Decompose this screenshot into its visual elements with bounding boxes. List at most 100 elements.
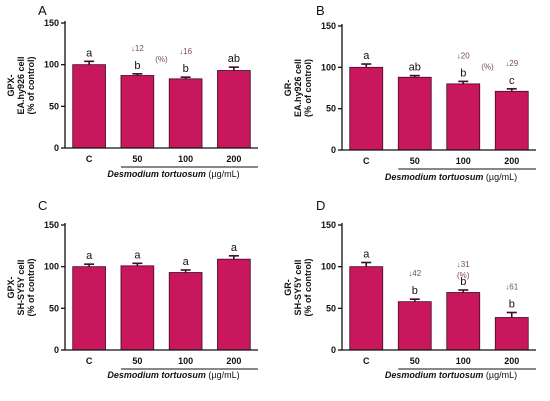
panel-c-xtick-label-2: 100 <box>178 356 193 366</box>
panel-d-xtick-label-1: 50 <box>410 356 420 366</box>
panel-a-sig-letter-3: ab <box>228 53 240 65</box>
panel-a-ytick-label-3: 150 <box>44 18 59 28</box>
panel-c-sig-letter-2: a <box>183 256 190 268</box>
panel-d-ytick-label-3: 150 <box>321 220 336 230</box>
panel-b-ytick-label-3: 150 <box>321 21 336 31</box>
panel-b-xtick-label-0: C <box>363 156 370 166</box>
panel-d-percent-label: (%) <box>457 271 470 280</box>
panel-b-percent-label: (%) <box>481 62 494 71</box>
panel-b-sig-letter-1: ab <box>409 62 421 74</box>
panel-b-bar-0 <box>349 66 384 151</box>
panel-d-ytick-label-2: 100 <box>321 262 336 272</box>
panel-c-sig-letter-0: a <box>86 250 93 262</box>
panel-a-sig-letter-0: a <box>86 47 93 59</box>
panel-d-ytick-label-1: 50 <box>326 303 336 313</box>
panel-b-ylabel-line-0: GR- <box>283 80 293 97</box>
panel-d-sig-letter-0: a <box>363 249 370 261</box>
panel-d-bar-1 <box>397 301 432 351</box>
panel-a-xtick-label-2: 100 <box>178 154 193 164</box>
panel-b-ytick-label-0: 0 <box>331 145 336 155</box>
panel-a-xtick-label-1: 50 <box>132 154 142 164</box>
panel-a-ylabel-line-0: GPX- <box>6 74 16 96</box>
panel-b-reduction-2: ↓20 <box>457 51 470 60</box>
panel-b-sig-letter-2: b <box>460 67 466 79</box>
panel-d-ytick-label-0: 0 <box>331 345 336 355</box>
panel-a-xlabel: Desmodium tortuosum (µg/mL) <box>107 169 239 179</box>
panel-b-xtick-label-1: 50 <box>410 156 420 166</box>
panel-c-ytick-label-0: 0 <box>54 345 59 355</box>
panel-c-ytick-label-2: 100 <box>44 262 59 272</box>
panel-c-ytick-label-3: 150 <box>44 220 59 230</box>
panel-c-sig-letter-1: a <box>134 249 141 261</box>
panel-a-reduction-1: ↓12 <box>131 44 144 53</box>
panel-b-xlabel-species: Desmodium tortuosum <box>385 172 486 182</box>
panel-a-sig-letter-2: b <box>183 63 189 75</box>
panel-a-bar-1 <box>120 75 155 149</box>
panel-d-ylabel-line-0: GR- <box>283 279 293 296</box>
panel-a-xlabel-species: Desmodium tortuosum <box>107 169 208 179</box>
panel-b-sig-letter-3: c <box>509 75 515 87</box>
panel-d-xtick-label-3: 200 <box>504 356 519 366</box>
panel-c-xlabel: Desmodium tortuosum (µg/mL) <box>107 370 239 380</box>
panel-d-sig-letter-2: b <box>460 276 466 288</box>
panel-c-xtick-label-1: 50 <box>132 356 142 366</box>
panel-a-bar-3 <box>217 70 251 149</box>
panel-a-percent-label: (%) <box>155 55 168 64</box>
panel-b-sig-letter-0: a <box>363 50 370 62</box>
panel-a-reduction-2: ↓16 <box>179 47 192 56</box>
panel-d-bar-3 <box>494 317 529 351</box>
panel-a-xtick-label-0: C <box>86 154 93 164</box>
panel-a-bar-2 <box>168 78 203 149</box>
panel-c-sig-letter-3: a <box>231 242 238 254</box>
panel-c-xlabel-species: Desmodium tortuosum <box>107 370 208 380</box>
panel-a-ytick-label-0: 0 <box>54 143 59 153</box>
panel-a-xlabel-unit: (µg/mL) <box>208 169 239 179</box>
panel-d-xtick-label-0: C <box>363 356 370 366</box>
panel-d-xtick-label-2: 100 <box>456 356 471 366</box>
panel-a-sig-letter-1: b <box>134 60 140 72</box>
panel-b-ytick-label-1: 50 <box>326 104 336 114</box>
panel-a-xtick-label-3: 200 <box>226 154 241 164</box>
panel-c-ylabel-line-2: (% of control) <box>26 259 36 317</box>
panel-d-xlabel-species: Desmodium tortuosum <box>385 370 486 380</box>
panel-d-xlabel: Desmodium tortuosum (µg/mL) <box>385 370 517 380</box>
panel-c-bar-0 <box>72 266 106 351</box>
panel-d-sig-letter-1: b <box>412 285 418 297</box>
panel-c-xtick-label-3: 200 <box>226 356 241 366</box>
panel-d-bar-2 <box>446 292 481 351</box>
panel-c-xtick-label-0: C <box>86 356 93 366</box>
panel-d-sig-letter-3: b <box>509 299 515 311</box>
panel-a-ytick-label-2: 100 <box>44 60 59 70</box>
panel-d-bar-0 <box>349 266 384 351</box>
panel-c-letter: C <box>38 198 47 213</box>
panel-a-ytick-label-1: 50 <box>49 101 59 111</box>
panel-c-bar-2 <box>168 272 203 351</box>
panel-d-reduction-3: ↓61 <box>505 283 518 292</box>
panel-b-ylabel-line-2: (% of control) <box>303 59 313 117</box>
panel-d-letter: D <box>316 198 325 213</box>
panel-a-ylabel-line-1: EA.hy926 cell <box>16 56 26 114</box>
panel-b-letter: B <box>316 3 325 18</box>
panel-d-ylabel-line-2: (% of control) <box>303 259 313 317</box>
panel-b-xlabel-unit: (µg/mL) <box>486 172 517 182</box>
panel-b-xlabel: Desmodium tortuosum (µg/mL) <box>385 172 517 182</box>
panel-c-xlabel-unit: (µg/mL) <box>208 370 239 380</box>
panel-d-xlabel-unit: (µg/mL) <box>486 370 517 380</box>
panel-b-ytick-label-2: 100 <box>321 62 336 72</box>
panel-b-reduction-3: ↓29 <box>505 59 518 68</box>
panel-b-bar-1 <box>397 76 432 151</box>
panel-d-reduction-2: ↓31 <box>457 260 470 269</box>
panel-c-ylabel-line-0: GPX- <box>6 276 16 298</box>
panel-c-bar-3 <box>217 258 251 351</box>
panel-c-ylabel-line-1: SH-SY5Y cell <box>16 260 26 316</box>
panel-b-xtick-label-3: 200 <box>504 156 519 166</box>
panel-b-xtick-label-2: 100 <box>456 156 471 166</box>
panel-b-bar-2 <box>446 83 481 151</box>
panel-c-ytick-label-1: 50 <box>49 303 59 313</box>
panel-d-ylabel-line-1: SH-SY5Y cell <box>293 260 303 316</box>
panel-a-ylabel-line-2: (% of control) <box>26 57 36 115</box>
panel-c-bar-1 <box>120 265 155 351</box>
panel-d-reduction-1: ↓42 <box>408 269 421 278</box>
panel-a-letter: A <box>38 3 47 18</box>
